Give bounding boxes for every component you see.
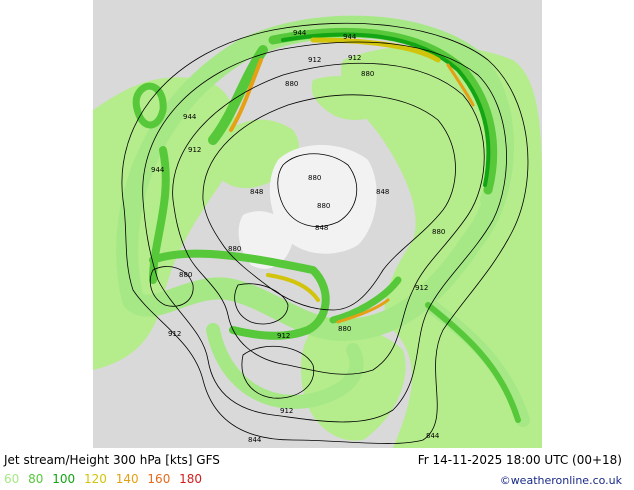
contour-label: 944 bbox=[293, 29, 307, 37]
legend-100: 100 bbox=[52, 472, 76, 486]
contour-label: 944 bbox=[343, 33, 357, 41]
jet-band-atlantic-core bbox=[266, 273, 320, 302]
contour-label: 912 bbox=[168, 330, 181, 338]
contour-outer bbox=[121, 22, 529, 444]
legend-80: 80 bbox=[28, 472, 44, 486]
contour-label: 912 bbox=[348, 54, 361, 62]
contour-label: 880 bbox=[179, 271, 192, 279]
speed-legend: 60 80 100 120 140 160 180 bbox=[4, 472, 207, 486]
contour-label: 944 bbox=[151, 166, 165, 174]
contour-label: 912 bbox=[415, 284, 428, 292]
contour-label: 848 bbox=[250, 188, 263, 196]
jet-band-southeast-mid bbox=[425, 302, 521, 423]
credit-link[interactable]: ©weatheronline.co.uk bbox=[499, 474, 622, 487]
contour-label: 912 bbox=[308, 56, 321, 64]
contour-label: 880 bbox=[308, 174, 321, 182]
legend-140: 140 bbox=[115, 472, 139, 486]
contour-label: 880 bbox=[361, 70, 374, 78]
contour-880 bbox=[202, 94, 456, 311]
contour-label: 912 bbox=[188, 146, 201, 154]
map-title: Jet stream/Height 300 hPa [kts] GFS bbox=[4, 453, 220, 467]
greenland-ice bbox=[238, 211, 293, 269]
arctic-ice bbox=[269, 145, 377, 254]
contour-label: 880 bbox=[317, 202, 330, 210]
contour-low-atlantic bbox=[149, 266, 194, 307]
contour-label: 848 bbox=[376, 188, 389, 196]
contour-label: 912 bbox=[277, 332, 290, 340]
jet-band-atlantic bbox=[149, 249, 330, 340]
land-siberia bbox=[311, 76, 393, 120]
contour-low-south bbox=[241, 345, 315, 399]
contour-label: 844 bbox=[248, 436, 262, 444]
valid-time: Fr 14-11-2025 18:00 UTC (00+18) bbox=[417, 453, 622, 467]
legend-60: 60 bbox=[4, 472, 20, 486]
jet-band-core bbox=[281, 32, 491, 187]
jet-band-small-loop bbox=[132, 82, 167, 129]
jet-band-core-orange bbox=[446, 63, 475, 107]
contour-848 bbox=[277, 153, 357, 227]
contour-label: 848 bbox=[315, 224, 328, 232]
legend-120: 120 bbox=[83, 472, 107, 486]
contour-label: 912 bbox=[280, 407, 293, 415]
contour-912 bbox=[172, 62, 485, 375]
contour-low-pacific bbox=[234, 283, 289, 325]
contour-label: 880 bbox=[285, 80, 298, 88]
jet-band-europe-core bbox=[336, 298, 390, 324]
jet-stream-map: 944 944 912 912 880 944 912 944 880 848 … bbox=[93, 0, 542, 448]
legend-160: 160 bbox=[147, 472, 171, 486]
contour-label: 880 bbox=[228, 245, 241, 253]
contour-label: 880 bbox=[338, 325, 351, 333]
contour-label: 944 bbox=[183, 113, 197, 121]
jet-band-south bbox=[206, 323, 364, 409]
contour-label: 880 bbox=[432, 228, 445, 236]
legend-180: 180 bbox=[179, 472, 203, 486]
contour-944 bbox=[142, 41, 507, 423]
jet-band-west-core bbox=[229, 58, 263, 132]
jet-band-europe bbox=[329, 276, 402, 324]
jet-band-core-yellow bbox=[310, 37, 441, 63]
contour-label: 844 bbox=[426, 432, 440, 440]
jet-band-west bbox=[208, 45, 268, 145]
